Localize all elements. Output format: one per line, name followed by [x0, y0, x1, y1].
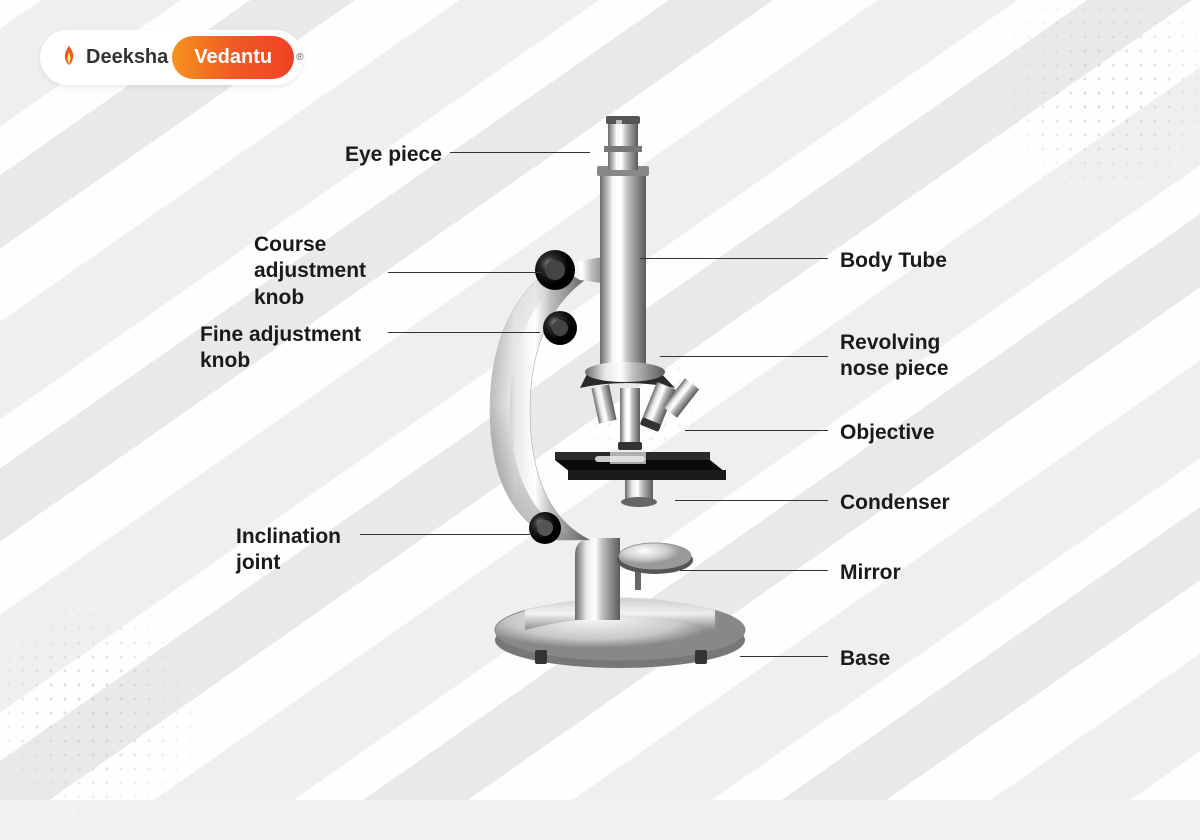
objectives-part: [591, 378, 699, 450]
label-mirror: Mirror: [840, 560, 901, 586]
leader-nosepiece: [660, 356, 828, 357]
diagram-container: Deeksha Vedantu ®: [0, 0, 1200, 800]
brand-logo: Deeksha Vedantu ®: [40, 30, 303, 85]
leader-eyepiece: [450, 152, 590, 153]
leader-condenser: [675, 500, 828, 501]
leader-coarse: [388, 272, 542, 273]
body-tube-part: [597, 166, 649, 370]
logo-text-vedantu: Vedantu: [172, 36, 294, 79]
registered-mark: ®: [296, 52, 303, 63]
stage-part: [555, 450, 726, 507]
label-bodytube: Body Tube: [840, 248, 947, 274]
label-nosepiece: Revolvingnose piece: [840, 330, 1040, 383]
eyepiece-part: [604, 116, 642, 170]
label-inclination: Inclinationjoint: [236, 524, 436, 577]
leader-inclination: [360, 534, 530, 535]
logo-text-deeksha: Deeksha: [86, 46, 168, 69]
label-objective: Objective: [840, 420, 935, 446]
leader-bodytube: [640, 258, 828, 259]
label-base: Base: [840, 646, 890, 672]
label-eyepiece: Eye piece: [345, 142, 442, 168]
flame-icon: [58, 44, 80, 72]
leader-objective: [685, 430, 828, 431]
leader-fine: [388, 332, 540, 333]
mirror-part: [617, 543, 693, 590]
leader-base: [740, 656, 828, 657]
label-fine: Fine adjustmentknob: [200, 322, 400, 375]
microscope-illustration: [480, 110, 760, 670]
leader-mirror: [680, 570, 828, 571]
label-condenser: Condenser: [840, 490, 950, 516]
